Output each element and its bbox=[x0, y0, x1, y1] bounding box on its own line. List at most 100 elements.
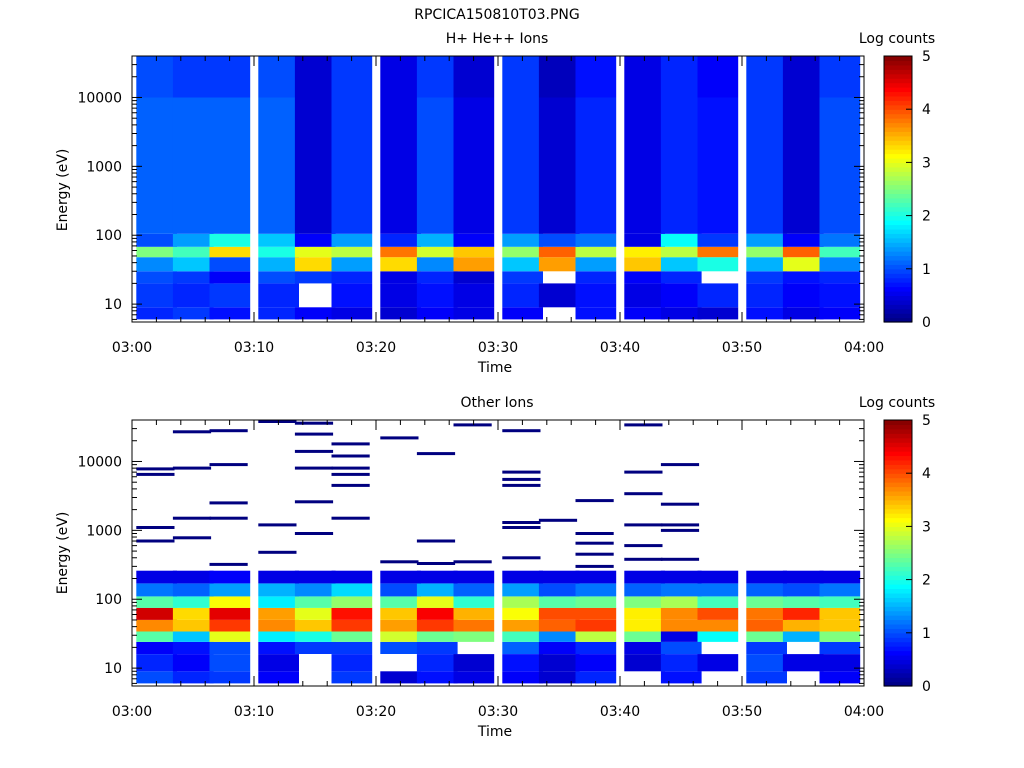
heatmap-cell bbox=[697, 307, 739, 320]
heatmap-cell bbox=[453, 596, 495, 608]
colorbar-segment bbox=[884, 56, 912, 62]
colorbar-segment bbox=[884, 646, 912, 652]
heatmap-cell bbox=[697, 631, 739, 642]
heatmap-cell bbox=[416, 271, 458, 284]
heatmap-cell bbox=[209, 246, 251, 258]
heatmap-cell bbox=[624, 257, 665, 272]
heatmap-cell bbox=[453, 607, 495, 620]
y-tick-label: 10 bbox=[104, 297, 122, 313]
colorbar-segment bbox=[884, 82, 912, 88]
panel-title: H+ He++ Ions bbox=[446, 31, 549, 47]
colorbar-segment bbox=[884, 610, 912, 616]
heatmap-cell bbox=[624, 570, 665, 584]
heatmap-cells bbox=[136, 56, 861, 320]
heatmap-cell bbox=[416, 671, 458, 684]
colorbar-tick-label: 5 bbox=[922, 413, 931, 429]
colorbar-segment bbox=[884, 126, 912, 132]
heatmap-cell bbox=[136, 246, 177, 258]
colorbar-tick-label: 2 bbox=[922, 573, 931, 589]
colorbar-segment bbox=[884, 535, 912, 541]
colorbar-segment bbox=[884, 566, 912, 572]
sparse-hit-mark bbox=[624, 470, 663, 474]
heatmap-cell bbox=[624, 620, 665, 632]
heatmap-cell bbox=[819, 233, 861, 247]
heatmap-cell bbox=[502, 631, 543, 642]
heatmap-cell bbox=[416, 283, 458, 308]
colorbar-segment bbox=[884, 304, 912, 310]
colorbar-segment bbox=[884, 473, 912, 479]
colorbar-segment bbox=[884, 553, 912, 559]
heatmap-cell bbox=[575, 257, 617, 272]
heatmap-cell bbox=[136, 97, 177, 234]
heatmap-cell bbox=[331, 671, 373, 684]
heatmap-cell bbox=[331, 271, 373, 284]
heatmap-cell bbox=[416, 631, 458, 642]
heatmap-cell bbox=[819, 620, 861, 632]
heatmap-cell bbox=[294, 631, 336, 642]
sparse-hit-mark bbox=[294, 449, 334, 453]
heatmap-cell bbox=[819, 307, 861, 320]
colorbar-segment bbox=[884, 95, 912, 101]
heatmap-cell bbox=[782, 56, 824, 98]
heatmap-cell bbox=[575, 307, 617, 320]
heatmap-cell bbox=[660, 641, 702, 654]
heatmap-cell bbox=[294, 607, 336, 620]
sparse-hit-mark bbox=[209, 562, 248, 566]
heatmap-cell bbox=[258, 307, 299, 320]
heatmap-cell bbox=[624, 97, 665, 234]
heatmap-cell bbox=[660, 56, 702, 98]
heatmap-cell bbox=[660, 246, 702, 258]
sparse-hit-mark bbox=[575, 552, 614, 556]
colorbar-segment bbox=[884, 140, 912, 146]
heatmap-cell bbox=[380, 257, 421, 272]
heatmap-cell bbox=[502, 671, 543, 684]
heatmap-cell bbox=[746, 631, 787, 642]
colorbar-segment bbox=[884, 495, 912, 501]
heatmap-cell bbox=[819, 654, 861, 672]
colorbar-segment bbox=[884, 211, 912, 217]
heatmap-cell bbox=[660, 233, 702, 247]
colorbar-segment bbox=[884, 153, 912, 159]
heatmap-cell bbox=[575, 671, 617, 684]
sparse-hit-mark bbox=[502, 483, 541, 487]
colorbar-segment bbox=[884, 650, 912, 656]
heatmap-cell bbox=[294, 583, 336, 597]
heatmap-cell bbox=[538, 570, 580, 584]
heatmap-cell bbox=[453, 97, 495, 234]
heatmap-cell bbox=[258, 654, 299, 672]
panel-title: Other Ions bbox=[460, 395, 533, 411]
y-tick-label: 10 bbox=[104, 661, 122, 677]
sparse-hit-mark bbox=[331, 516, 370, 520]
heatmap-cell bbox=[782, 607, 824, 620]
heatmap-cell bbox=[209, 570, 251, 584]
heatmap-cell bbox=[624, 283, 665, 308]
colorbar-segment bbox=[884, 623, 912, 629]
colorbar-segment bbox=[884, 437, 912, 443]
heatmap-cell bbox=[453, 283, 495, 308]
heatmap-cell bbox=[819, 641, 861, 654]
heatmap-cell bbox=[172, 570, 214, 584]
heatmap-cell bbox=[380, 233, 421, 247]
sparse-hit-mark bbox=[660, 502, 700, 506]
heatmap-cell bbox=[209, 641, 251, 654]
sparse-hit-mark bbox=[172, 516, 212, 520]
heatmap-cell bbox=[136, 620, 177, 632]
heatmap-cell bbox=[416, 583, 458, 597]
sparse-hit-mark bbox=[502, 429, 541, 433]
colorbar-segment bbox=[884, 486, 912, 492]
heatmap-cell bbox=[575, 97, 617, 234]
sparse-hit-mark bbox=[172, 430, 212, 434]
heatmap-cell bbox=[819, 607, 861, 620]
heatmap-cell bbox=[502, 233, 543, 247]
colorbar-segment bbox=[884, 561, 912, 567]
colorbar-segment bbox=[884, 544, 912, 550]
heatmap-cell bbox=[209, 97, 251, 234]
colorbar-segment bbox=[884, 282, 912, 288]
heatmap-cell bbox=[416, 654, 458, 672]
sparse-hit-mark bbox=[660, 463, 700, 467]
heatmap-cell bbox=[697, 583, 739, 597]
sparse-hit-mark bbox=[136, 539, 175, 543]
sparse-hit-mark bbox=[209, 463, 248, 467]
figure-title: RPCICA150810T03.PNG bbox=[414, 7, 579, 23]
heatmap-cell bbox=[172, 596, 214, 608]
